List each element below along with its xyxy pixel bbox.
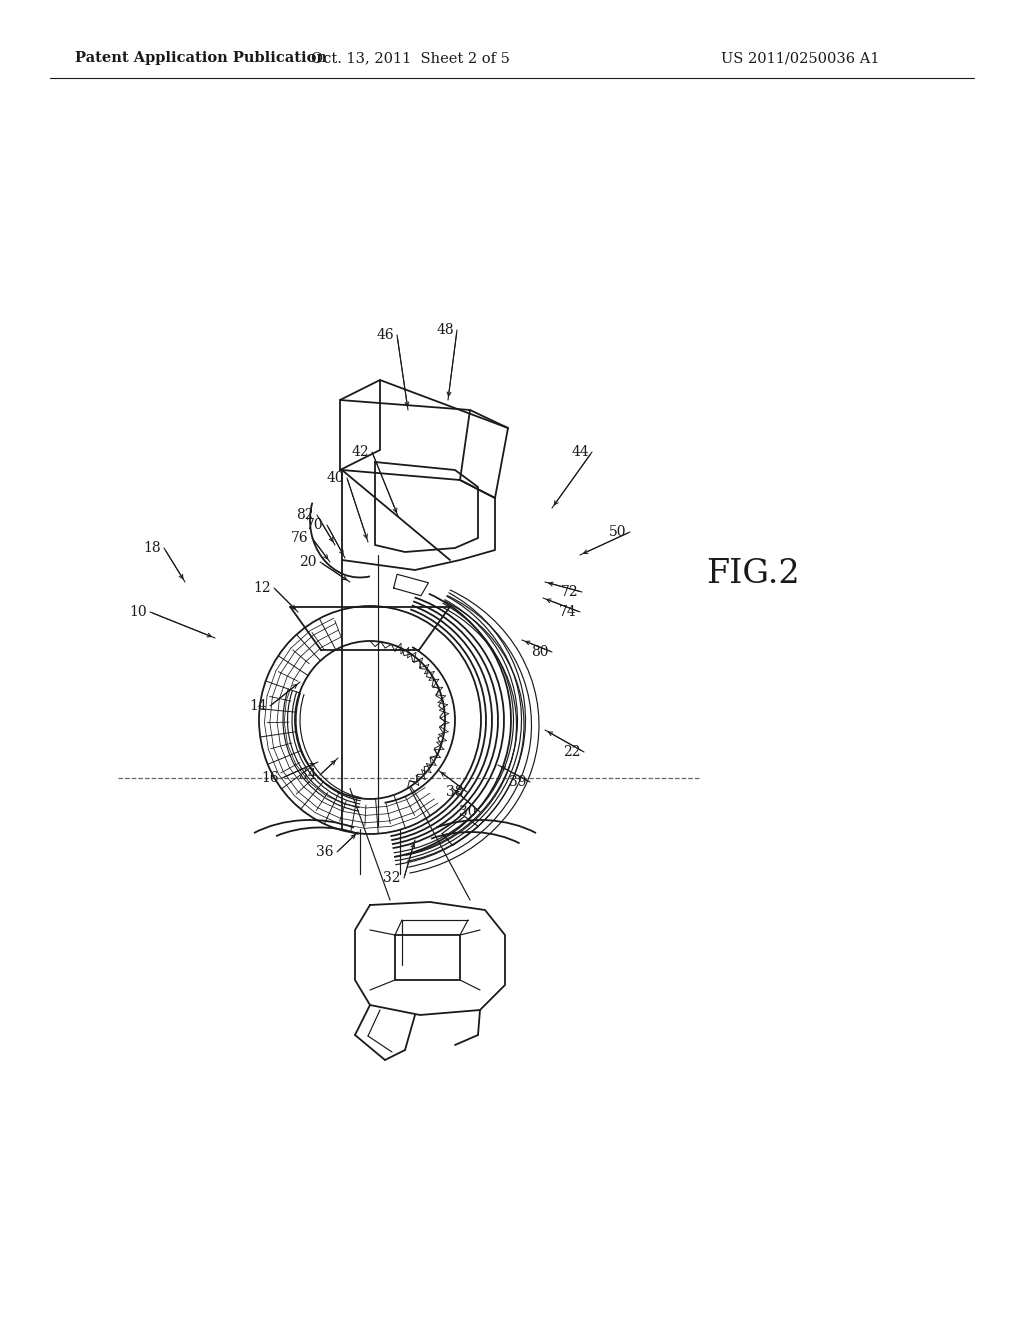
Text: 12: 12 (253, 581, 270, 595)
Text: 50: 50 (609, 525, 627, 539)
Text: 72: 72 (561, 585, 579, 599)
Text: 82: 82 (296, 508, 313, 521)
Text: 16: 16 (261, 771, 279, 785)
Text: 20: 20 (299, 554, 316, 569)
Text: FIG.2: FIG.2 (706, 558, 800, 590)
Text: 10: 10 (129, 605, 146, 619)
Text: 80: 80 (531, 645, 549, 659)
Text: 30: 30 (459, 805, 477, 818)
Text: 34: 34 (299, 768, 316, 781)
Text: 74: 74 (559, 605, 577, 619)
Text: 46: 46 (376, 327, 394, 342)
Text: 76: 76 (291, 531, 309, 545)
Text: US 2011/0250036 A1: US 2011/0250036 A1 (721, 51, 880, 65)
Text: 44: 44 (571, 445, 589, 459)
Text: 70: 70 (306, 517, 324, 532)
Text: 40: 40 (327, 471, 344, 484)
Text: 14: 14 (249, 700, 267, 713)
Text: 22: 22 (563, 744, 581, 759)
Text: 32: 32 (383, 871, 400, 884)
Text: Oct. 13, 2011  Sheet 2 of 5: Oct. 13, 2011 Sheet 2 of 5 (310, 51, 509, 65)
Text: 39: 39 (509, 775, 526, 789)
Text: 48: 48 (436, 323, 454, 337)
Text: Patent Application Publication: Patent Application Publication (75, 51, 327, 65)
Text: 42: 42 (351, 445, 369, 459)
Text: 36: 36 (316, 845, 334, 859)
Text: 38: 38 (446, 785, 464, 799)
Text: 18: 18 (143, 541, 161, 554)
